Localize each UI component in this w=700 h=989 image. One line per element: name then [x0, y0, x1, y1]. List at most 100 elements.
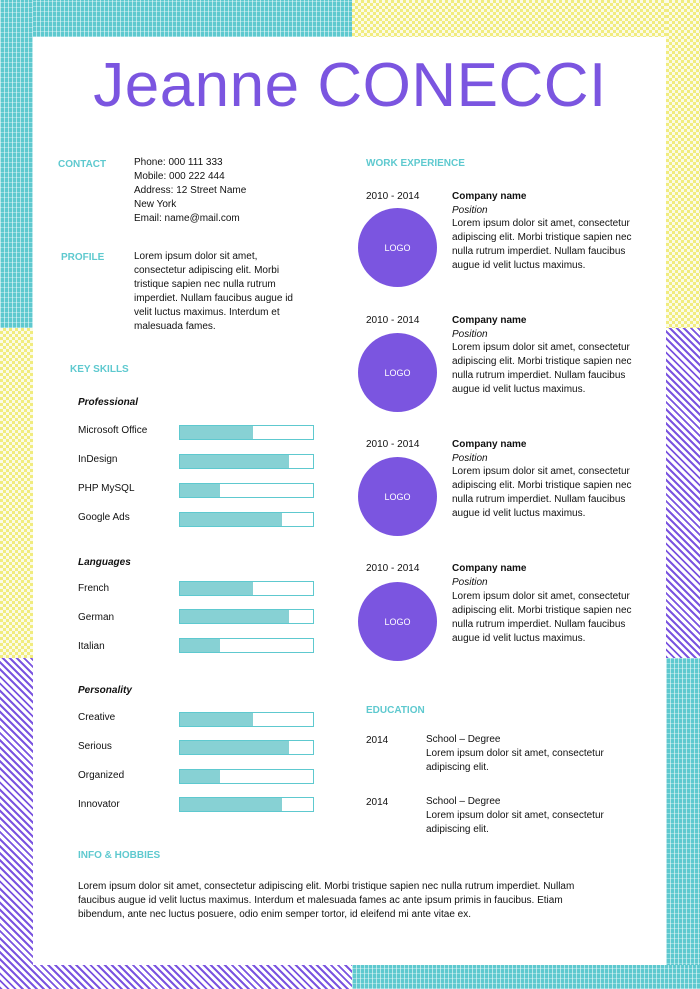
skill-label: French	[78, 583, 110, 594]
contact-mobile: Mobile: 000 222 444	[134, 171, 225, 182]
contact-address: Address: 12 Street Name	[134, 185, 247, 196]
hobbies-line: faucibus augue id velit luctus maximus. …	[78, 895, 563, 906]
skill-bar-fill	[180, 455, 290, 468]
skill-label: German	[78, 612, 115, 623]
pattern-teal-left	[0, 0, 33, 328]
skill-bar-fill	[180, 770, 220, 783]
company-logo: LOGO	[358, 582, 437, 661]
skill-bar	[179, 512, 314, 527]
skill-bar	[179, 769, 314, 784]
pattern-purple-bottom	[0, 965, 352, 989]
job-description-line: Lorem ipsum dolor sit amet, consectetur	[452, 218, 630, 229]
education-school: School – Degree	[426, 734, 501, 745]
profile-line: Lorem ipsum dolor sit amet,	[134, 251, 258, 262]
job-description-line: nulla rutrum imperdiet. Nullam faucibus	[452, 246, 626, 257]
profile-line: velit luctus maximus. Interdum et	[134, 307, 280, 318]
skill-label: Serious	[78, 741, 112, 752]
pattern-teal-bottom	[352, 965, 700, 989]
skill-bar	[179, 740, 314, 755]
job-description-line: adipiscing elit. Morbi tristique sapien …	[452, 480, 632, 491]
profile-text: Lorem ipsum dolor sit amet, consectetur …	[134, 250, 293, 334]
education-entry: School – Degree Lorem ipsum dolor sit am…	[426, 733, 604, 775]
skill-bar-fill	[180, 798, 283, 811]
skill-label: Organized	[78, 770, 125, 781]
job-description-line: augue id velit luctus maximus.	[452, 633, 586, 644]
company-name: Company name	[452, 563, 527, 574]
skill-bar-fill	[180, 513, 283, 526]
job-description: Lorem ipsum dolor sit amet, consectetur …	[452, 217, 657, 273]
skill-label: Creative	[78, 712, 116, 723]
skill-bar	[179, 638, 314, 653]
job-description: Lorem ipsum dolor sit amet, consectetur …	[452, 341, 657, 397]
skill-bar-fill	[180, 426, 254, 439]
contact-city: New York	[134, 199, 177, 210]
job-position: Position	[452, 577, 488, 588]
company-logo: LOGO	[358, 208, 437, 287]
skill-bar	[179, 581, 314, 596]
job-description: Lorem ipsum dolor sit amet, consectetur …	[452, 590, 657, 646]
skill-bar-fill	[180, 582, 254, 595]
skill-label: Microsoft Office	[78, 425, 148, 436]
job-description-line: Lorem ipsum dolor sit amet, consectetur	[452, 466, 630, 477]
pattern-yellow-top-right	[352, 0, 700, 37]
skill-label: Italian	[78, 641, 105, 652]
pattern-teal-top-left	[0, 0, 352, 37]
skill-group-languages: Languages	[78, 557, 131, 568]
job-description-line: adipiscing elit. Morbi tristique sapien …	[452, 356, 632, 367]
education-school: School – Degree	[426, 796, 501, 807]
resume-card	[33, 37, 666, 965]
job-years: 2010 - 2014	[366, 439, 420, 450]
pattern-purple-left	[0, 658, 33, 989]
education-line: adipiscing elit.	[426, 824, 489, 835]
pattern-yellow-right	[666, 0, 700, 328]
skill-group-professional: Professional	[78, 397, 139, 408]
contact-phone: Phone: 000 111 333	[134, 157, 223, 168]
contact-details: Phone: 000 111 333 Mobile: 000 222 444 A…	[134, 156, 246, 226]
skill-label: PHP MySQL	[78, 483, 135, 494]
education-line: Lorem ipsum dolor sit amet, consectetur	[426, 748, 604, 759]
skill-bar	[179, 454, 314, 469]
key-skills-heading: KEY SKILLS	[70, 364, 129, 375]
skill-bar-fill	[180, 713, 254, 726]
job-description-line: Lorem ipsum dolor sit amet, consectetur	[452, 342, 630, 353]
job-description-line: adipiscing elit. Morbi tristique sapien …	[452, 605, 632, 616]
job-position: Position	[452, 329, 488, 340]
pattern-purple-right	[666, 328, 700, 658]
skill-bar	[179, 483, 314, 498]
skill-bar	[179, 425, 314, 440]
skill-group-personality: Personality	[78, 685, 132, 696]
job-description-line: nulla rutrum imperdiet. Nullam faucibus	[452, 619, 626, 630]
skill-label: Innovator	[78, 799, 120, 810]
work-experience-heading: WORK EXPERIENCE	[366, 158, 465, 169]
job-description-line: augue id velit luctus maximus.	[452, 508, 586, 519]
skill-bar	[179, 712, 314, 727]
job-description-line: nulla rutrum imperdiet. Nullam faucibus	[452, 370, 626, 381]
company-logo: LOGO	[358, 333, 437, 412]
company-name: Company name	[452, 439, 527, 450]
job-position: Position	[452, 205, 488, 216]
education-heading: EDUCATION	[366, 705, 425, 716]
skill-bar-fill	[180, 639, 220, 652]
job-position: Position	[452, 453, 488, 464]
profile-heading: PROFILE	[61, 252, 105, 263]
education-year: 2014	[366, 735, 389, 746]
candidate-name: Jeanne CONECCI	[93, 51, 607, 120]
skill-bar	[179, 797, 314, 812]
job-description-line: Lorem ipsum dolor sit amet, consectetur	[452, 591, 630, 602]
education-line: Lorem ipsum dolor sit amet, consectetur	[426, 810, 604, 821]
hobbies-line: Lorem ipsum dolor sit amet, consectetur …	[78, 881, 575, 892]
education-year: 2014	[366, 797, 389, 808]
education-line: adipiscing elit.	[426, 762, 489, 773]
job-years: 2010 - 2014	[366, 563, 420, 574]
company-name: Company name	[452, 315, 527, 326]
pattern-yellow-left	[0, 328, 33, 658]
job-description: Lorem ipsum dolor sit amet, consectetur …	[452, 465, 657, 521]
hobbies-heading: INFO & HOBBIES	[78, 850, 161, 861]
company-name: Company name	[452, 191, 527, 202]
job-description-line: adipiscing elit. Morbi tristique sapien …	[452, 232, 632, 243]
profile-line: imperdiet. Nullam faucibus augue id	[134, 293, 293, 304]
contact-email: Email: name@mail.com	[134, 213, 240, 224]
profile-line: consectetur adipiscing elit. Morbi	[134, 265, 280, 276]
hobbies-text: Lorem ipsum dolor sit amet, consectetur …	[78, 880, 574, 922]
job-years: 2010 - 2014	[366, 315, 420, 326]
